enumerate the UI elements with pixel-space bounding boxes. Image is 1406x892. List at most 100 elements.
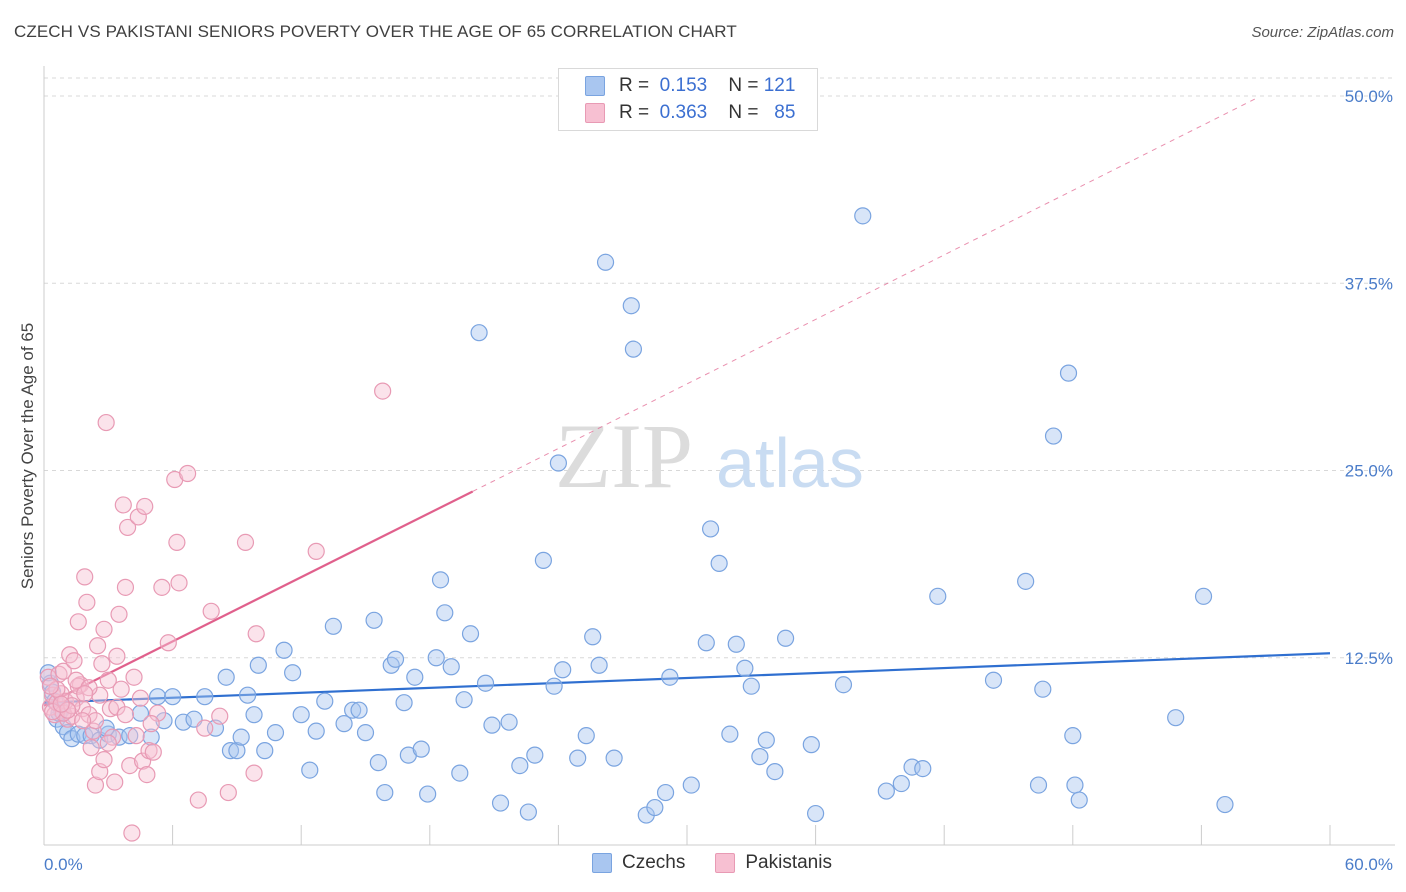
trend-line-pakistanis [43, 490, 474, 707]
data-point [239, 686, 257, 704]
data-point [511, 757, 529, 775]
data-point [1017, 572, 1035, 590]
data-point [168, 533, 186, 552]
data-point [138, 765, 156, 784]
data-point [69, 613, 87, 631]
data-point [174, 713, 192, 731]
data-point [221, 742, 240, 760]
data-point [292, 706, 310, 724]
data-point [136, 497, 154, 516]
data-point [73, 712, 92, 730]
data-point [196, 719, 214, 737]
y-tick-label: 50.0% [1345, 87, 1393, 106]
data-point [1216, 795, 1234, 814]
data-point [549, 454, 568, 472]
watermark-zip: ZIP [555, 405, 693, 507]
data-point [721, 725, 739, 743]
data-point [189, 791, 207, 809]
data-point [78, 593, 96, 611]
watermark-atlas: atlas [716, 424, 864, 502]
data-point [344, 701, 362, 719]
data-point [374, 382, 392, 400]
data-point [395, 694, 413, 712]
data-point [144, 743, 162, 761]
series-legend-czechs[interactable]: Czechs [592, 852, 685, 874]
legend-n-value: 121 [763, 75, 796, 96]
data-point [97, 413, 115, 432]
data-point [301, 761, 319, 779]
legend-r-label: R = [619, 102, 650, 123]
data-point [903, 758, 921, 776]
data-point [526, 746, 544, 764]
data-point [129, 508, 147, 526]
legend-n-value: 85 [774, 102, 796, 123]
data-point [376, 783, 394, 802]
data-point [112, 680, 130, 698]
legend-row-czechs: R = 0.153 N = 121 [585, 74, 795, 98]
legend-swatch-pakistanis [585, 103, 605, 123]
y-tick-label: 25.0% [1345, 462, 1393, 481]
data-point [802, 736, 820, 754]
data-point [892, 774, 910, 793]
data-point [519, 803, 537, 821]
data-point [245, 706, 263, 724]
data-point [95, 620, 113, 638]
legend-n-label: N = [728, 102, 759, 123]
data-point [232, 728, 250, 746]
data-point [164, 688, 182, 706]
data-point [76, 685, 94, 703]
data-point [412, 740, 430, 758]
data-point [500, 713, 518, 731]
data-point [114, 496, 132, 514]
data-point [406, 668, 424, 686]
series-czechs [39, 207, 1234, 824]
data-point [41, 677, 60, 695]
trend-lines [43, 98, 1331, 707]
data-point [427, 649, 445, 667]
data-point [1059, 364, 1078, 382]
data-point [569, 749, 587, 767]
data-point [877, 782, 895, 800]
data-point [646, 798, 664, 817]
series-pakistanis [39, 382, 392, 842]
data-point [148, 704, 167, 722]
data-point [757, 731, 775, 749]
data-point [834, 676, 853, 694]
data-point [170, 574, 188, 592]
data-point [984, 671, 1003, 689]
data-points [39, 207, 1234, 842]
data-point [914, 760, 932, 778]
data-point [577, 727, 595, 745]
data-point [776, 629, 795, 647]
axes [43, 66, 1395, 846]
x-tick-label: 0.0% [44, 855, 83, 874]
data-point [1070, 791, 1088, 809]
data-point [854, 207, 872, 225]
series-swatch-pakistanis [715, 853, 736, 873]
data-point [307, 542, 325, 560]
data-point [249, 656, 267, 674]
legend-r-value: 0.363 [659, 102, 708, 123]
data-point [1034, 680, 1052, 698]
data-point [596, 253, 615, 271]
data-point [1167, 709, 1185, 727]
data-point [1194, 587, 1213, 605]
data-point [661, 668, 679, 686]
series-label-czechs: Czechs [622, 852, 686, 873]
data-point [369, 754, 387, 772]
data-point [211, 707, 229, 725]
data-point [196, 688, 214, 706]
correlation-legend: R = 0.153 N = 121 R = 0.363 N = 85 [558, 68, 818, 131]
data-point [727, 635, 745, 653]
data-point [121, 727, 139, 745]
data-point [106, 773, 124, 791]
data-point [67, 671, 85, 689]
data-point [656, 783, 675, 802]
data-point [159, 634, 177, 652]
data-point [356, 724, 375, 742]
series-legend-pakistanis[interactable]: Pakistanis [715, 852, 832, 874]
data-point [701, 520, 720, 538]
data-point [316, 692, 334, 710]
data-point [431, 571, 450, 589]
